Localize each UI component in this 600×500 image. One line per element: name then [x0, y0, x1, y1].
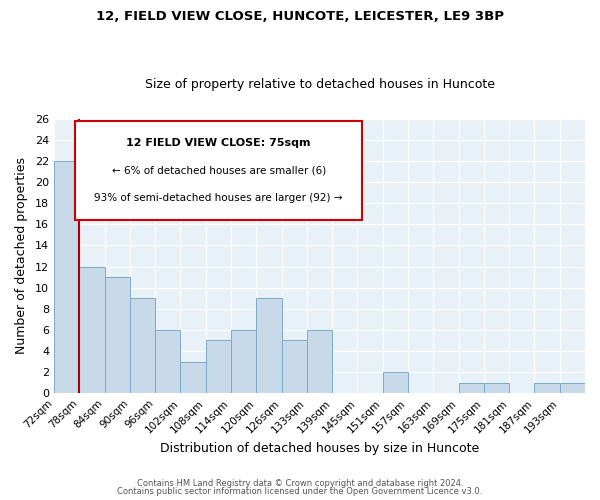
Bar	[256, 298, 281, 394]
Bar	[206, 340, 231, 394]
Bar	[231, 330, 256, 394]
Text: Contains public sector information licensed under the Open Government Licence v3: Contains public sector information licen…	[118, 487, 482, 496]
Text: Contains HM Land Registry data © Crown copyright and database right 2024.: Contains HM Land Registry data © Crown c…	[137, 478, 463, 488]
Bar	[307, 330, 332, 394]
Bar	[181, 362, 206, 394]
Bar	[79, 266, 104, 394]
Text: 93% of semi-detached houses are larger (92) →: 93% of semi-detached houses are larger (…	[94, 194, 343, 203]
Bar	[54, 161, 79, 394]
X-axis label: Distribution of detached houses by size in Huncote: Distribution of detached houses by size …	[160, 442, 479, 455]
Text: 12 FIELD VIEW CLOSE: 75sqm: 12 FIELD VIEW CLOSE: 75sqm	[127, 138, 311, 148]
Bar	[130, 298, 155, 394]
Bar	[155, 330, 181, 394]
Bar	[484, 383, 509, 394]
Bar	[458, 383, 484, 394]
Title: Size of property relative to detached houses in Huncote: Size of property relative to detached ho…	[145, 78, 494, 91]
Bar	[535, 383, 560, 394]
Text: 12, FIELD VIEW CLOSE, HUNCOTE, LEICESTER, LE9 3BP: 12, FIELD VIEW CLOSE, HUNCOTE, LEICESTER…	[96, 10, 504, 23]
Bar	[560, 383, 585, 394]
Y-axis label: Number of detached properties: Number of detached properties	[15, 158, 28, 354]
Bar	[281, 340, 307, 394]
Text: ← 6% of detached houses are smaller (6): ← 6% of detached houses are smaller (6)	[112, 166, 326, 176]
Bar	[104, 277, 130, 394]
Bar	[383, 372, 408, 394]
FancyBboxPatch shape	[75, 122, 362, 220]
